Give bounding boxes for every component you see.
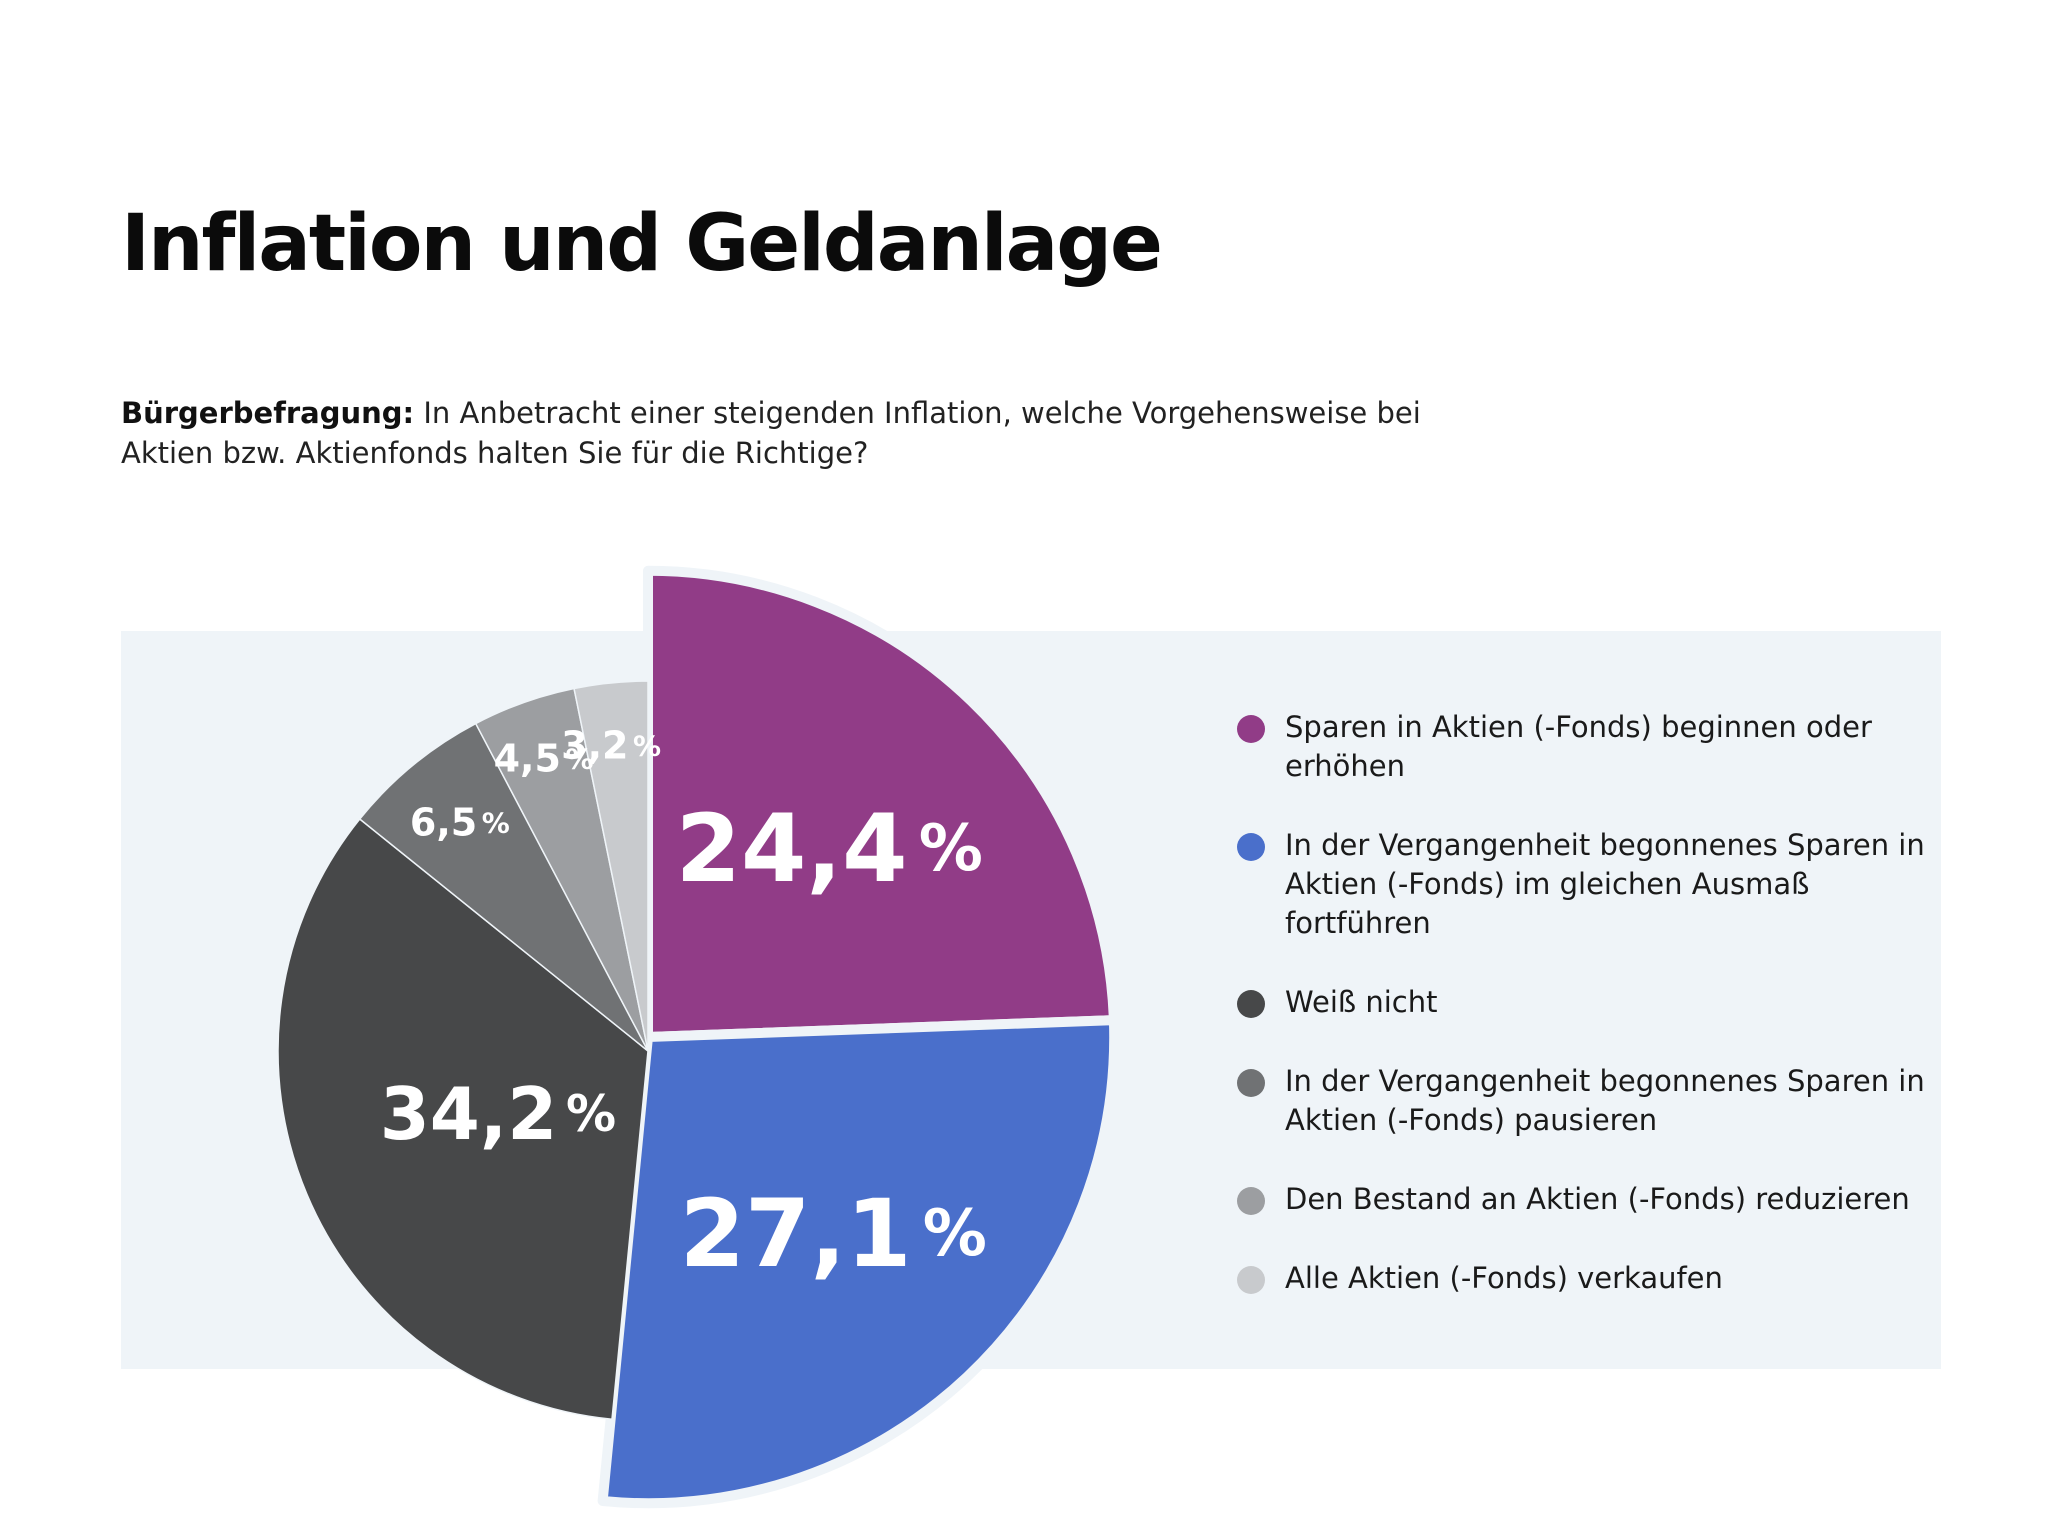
legend-label: In der Vergangenheit begonnenes Sparen i…	[1285, 828, 1925, 940]
legend-label: Sparen in Aktien (-Fonds) beginnen oder …	[1285, 710, 1872, 783]
pie-value-unit: %	[919, 812, 983, 886]
pie-value-label-alle-aktien-fonds-verkaufen: 3,2%	[561, 723, 661, 767]
pie-value-labels: 24,4 %27,1 %34,2 %6,5 %4,5 %3,2%	[380, 723, 987, 1288]
legend-item-weiss-nicht: Weiß nicht	[1235, 983, 1925, 1022]
survey-question-lead: Bürgerbefragung:	[121, 396, 415, 430]
pie-value-unit: %	[566, 1085, 616, 1143]
pie-value-label-den-bestand-an-aktien-fonds-reduzieren: 4,5%	[494, 736, 594, 780]
pie-slice-weiss-nicht	[277, 818, 649, 1420]
pie-slices	[277, 565, 1120, 1509]
pie-value-unit: %	[633, 729, 661, 762]
pie-value-number: 4,5	[494, 736, 561, 780]
pie-slice-in-der-vergangenheit-begonnenes-sparen-i	[597, 1015, 1120, 1509]
legend-swatch	[1237, 1069, 1265, 1097]
pie-value-label-in-der-vergangenheit-begonnenes-sparen-i: 27,1%	[680, 1179, 987, 1288]
pie-value-label-in-der-vergangenheit-begonnenes-sparen-i: 6,5%	[410, 800, 510, 844]
pie-slice-sparen-in-aktien-fonds-beginnen-oder-erh	[643, 565, 1119, 1042]
pie-value-label-sparen-in-aktien-fonds-beginnen-oder-erh: 24,4%	[676, 795, 983, 904]
pie-slice-in-der-vergangenheit-begonnenes-sparen-i	[359, 722, 649, 1052]
pie-value-unit: %	[565, 742, 593, 775]
pie-value-number: 34,2	[380, 1072, 558, 1156]
legend-swatch	[1237, 1266, 1265, 1294]
pie-value-number: 3,2	[561, 723, 628, 767]
legend-swatch	[1237, 990, 1265, 1018]
legend-item-den-bestand-an-aktien-fonds-reduzieren: Den Bestand an Aktien (-Fonds) reduziere…	[1235, 1180, 1925, 1219]
legend-item-alle-aktien-fonds-verkaufen: Alle Aktien (-Fonds) verkaufen	[1235, 1259, 1925, 1298]
legend-item-in-der-vergangenheit-begonnenes-sparen-i: In der Vergangenheit begonnenes Sparen i…	[1235, 1062, 1925, 1140]
pie-value-unit: %	[923, 1197, 987, 1271]
chart-title: Inflation und Geldanlage	[121, 199, 1163, 289]
legend-swatch	[1237, 715, 1265, 743]
legend-item-in-der-vergangenheit-begonnenes-sparen-i: In der Vergangenheit begonnenes Sparen i…	[1235, 826, 1925, 943]
legend-item-sparen-in-aktien-fonds-beginnen-oder-erh: Sparen in Aktien (-Fonds) beginnen oder …	[1235, 708, 1925, 786]
legend-label: In der Vergangenheit begonnenes Sparen i…	[1285, 1064, 1925, 1137]
legend-swatch	[1237, 1187, 1265, 1215]
pie-value-label-weiss-nicht: 34,2%	[380, 1072, 616, 1156]
pie-value-unit: %	[482, 806, 510, 839]
pie-value-number: 27,1	[680, 1179, 912, 1288]
legend-label: Den Bestand an Aktien (-Fonds) reduziere…	[1285, 1182, 1910, 1216]
survey-question: Bürgerbefragung: In Anbetracht einer ste…	[121, 393, 1501, 473]
pie-slice-alle-aktien-fonds-verkaufen	[573, 680, 649, 1052]
pie-value-number: 24,4	[676, 795, 908, 904]
pie-value-number: 6,5	[410, 800, 477, 844]
legend-label: Weiß nicht	[1285, 985, 1438, 1019]
legend-swatch	[1237, 833, 1265, 861]
legend-label: Alle Aktien (-Fonds) verkaufen	[1285, 1261, 1723, 1295]
survey-question-text: In Anbetracht einer steigenden Inflation…	[121, 396, 1421, 470]
